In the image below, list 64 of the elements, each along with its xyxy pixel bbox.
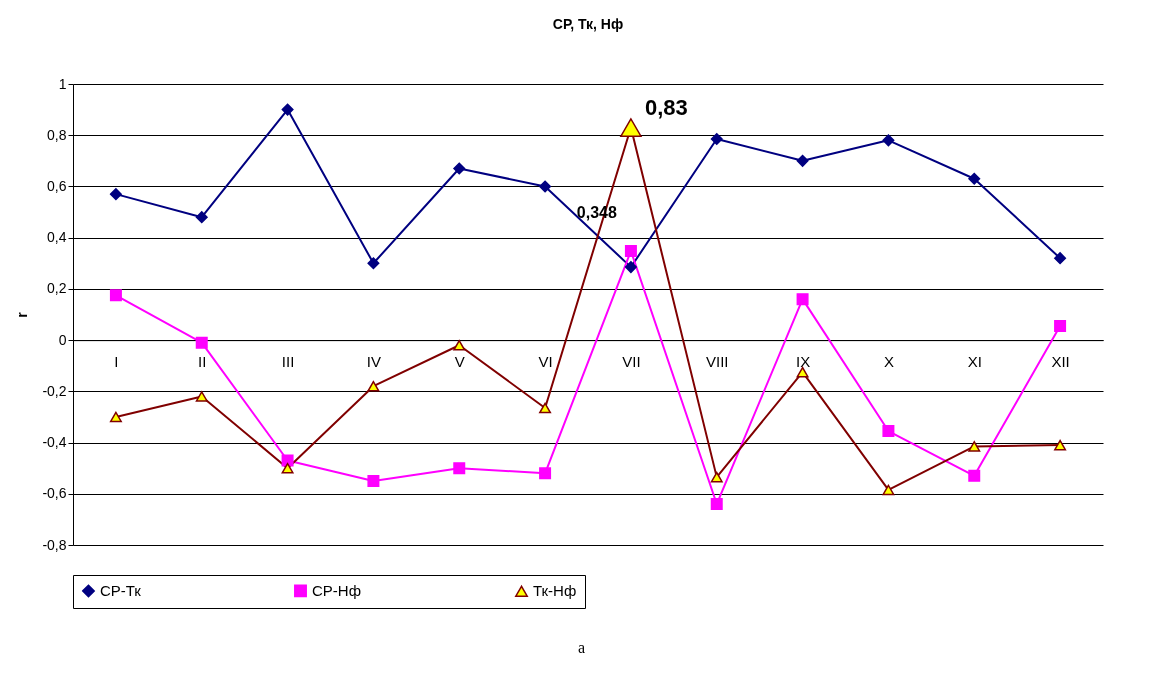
point [710,471,723,483]
x-tick-label: V [454,352,465,370]
legend-label: Тк-Нф [533,582,577,600]
y-tick-label: 0 [58,331,67,348]
y-tick-label: 0,8 [47,126,67,143]
point [968,441,981,452]
x-tick-label: I [114,352,119,370]
point [195,391,208,402]
x-tick-label: VII [622,352,641,370]
point [710,133,723,146]
point [539,402,552,414]
point [281,462,294,474]
chart-title: СР, Тк, Нф [552,16,624,32]
x-tick-label: XII [1051,352,1070,370]
x-tick-label: XI [967,352,982,370]
point [539,180,552,193]
y-tick-label: 1 [58,75,67,92]
point [624,244,637,257]
point [882,425,895,438]
y-tick-label: -0,4 [42,434,67,451]
point [1054,320,1067,333]
point [367,474,380,487]
legend-label: СР-Тк [100,581,142,599]
y-tick-label: 0,6 [47,177,67,194]
y-tick-label: -0,2 [42,382,67,399]
y-tick-label: -0,8 [42,536,67,553]
point [453,339,466,351]
x-tick-label: IV [366,352,382,370]
point [195,336,208,349]
point [453,462,466,475]
point [109,188,122,201]
point [882,484,895,496]
point [710,498,723,511]
point [367,257,380,270]
point [624,261,637,274]
point [367,380,380,392]
point [796,366,809,378]
annotation: 0,83 [644,94,688,120]
point [1054,252,1067,265]
x-tick-label: VI [538,352,553,370]
text: а [576,639,587,657]
point [453,162,466,175]
point [539,467,552,480]
point [1054,439,1067,451]
point [968,172,981,185]
point [195,211,208,224]
legend-label: СР-Нф [312,581,362,599]
point [796,154,809,167]
x-tick-label: III [281,352,295,370]
point [968,469,981,482]
point [882,134,895,147]
point [281,103,294,116]
x-tick-label: X [883,352,894,370]
y-tick-label: -0,6 [42,485,67,502]
point [109,411,122,423]
point [281,454,294,467]
x-tick-label: VIII [705,352,729,370]
point [796,293,809,306]
x-tick-label: IX [795,352,811,370]
y-axis-title: r [14,311,31,318]
y-tick-label: 0,2 [47,280,67,297]
point [109,289,122,302]
y-tick-label: 0,4 [47,229,67,246]
x-tick-label: II [198,352,207,370]
